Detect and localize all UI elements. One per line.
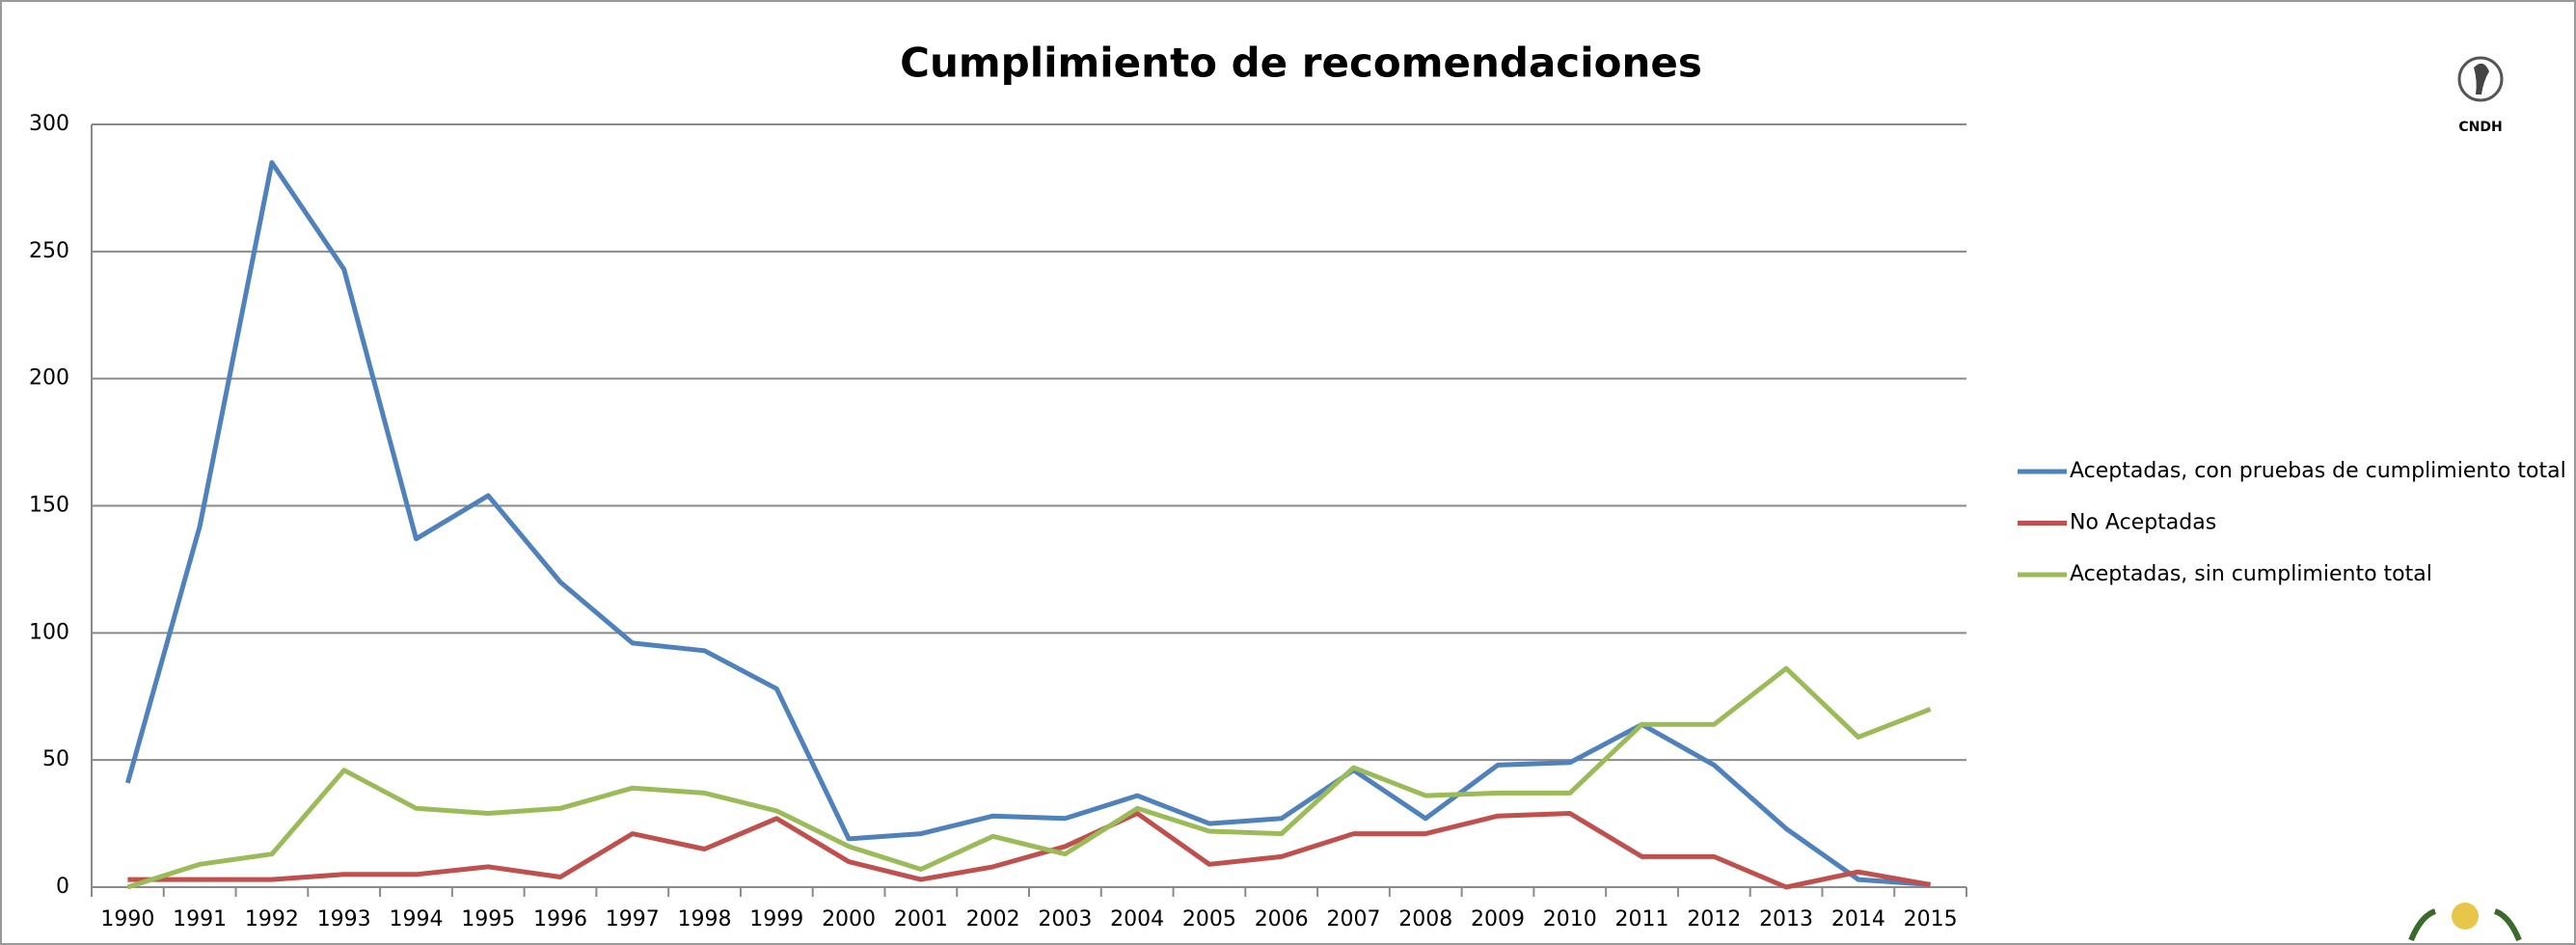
x-tick-label: 1992 bbox=[245, 907, 299, 932]
x-tick-label: 2012 bbox=[1687, 907, 1741, 932]
series-line bbox=[126, 665, 1932, 890]
logo-text: CNDH bbox=[2458, 120, 2502, 135]
x-tick-label: 2010 bbox=[1543, 907, 1597, 932]
x-tick-label: 2007 bbox=[1326, 907, 1380, 932]
y-tick-label: 50 bbox=[42, 747, 69, 771]
logo-figure bbox=[2474, 63, 2489, 94]
legend-label: No Aceptadas bbox=[2070, 511, 2216, 535]
x-tick-label: 2006 bbox=[1255, 907, 1309, 932]
emblem bbox=[2408, 903, 2522, 942]
y-tick-label: 300 bbox=[29, 112, 69, 136]
y-tick-label: 150 bbox=[29, 494, 69, 518]
series-line bbox=[127, 811, 1932, 890]
x-tick-label: 2013 bbox=[1759, 907, 1813, 932]
legend-label: Aceptadas, con pruebas de cumplimiento t… bbox=[2070, 459, 2566, 483]
emblem-sun bbox=[2452, 903, 2479, 930]
y-tick-label: 200 bbox=[29, 366, 69, 391]
y-tick-label: 250 bbox=[29, 239, 69, 263]
x-tick-label: 2009 bbox=[1471, 907, 1525, 932]
logo: CNDH bbox=[2457, 56, 2504, 135]
legend-label: Aceptadas, sin cumplimiento total bbox=[2070, 562, 2432, 586]
x-tick-label: 2004 bbox=[1110, 907, 1164, 932]
x-tick-label: 1995 bbox=[461, 907, 515, 932]
x-tick-label: 2014 bbox=[1831, 907, 1885, 932]
x-tick-label: 2008 bbox=[1398, 907, 1452, 932]
x-tick-label: 2002 bbox=[966, 907, 1020, 932]
x-tick-label: 2015 bbox=[1904, 907, 1958, 932]
x-tick-label: 1997 bbox=[606, 907, 660, 932]
x-tick-label: 2003 bbox=[1038, 907, 1092, 932]
x-tick-label: 2000 bbox=[822, 907, 876, 932]
x-tick-label: 1998 bbox=[678, 907, 732, 932]
x-tick-label: 1996 bbox=[533, 907, 587, 932]
x-tick-label: 2001 bbox=[894, 907, 948, 932]
emblem-laurel bbox=[2408, 908, 2522, 942]
x-tick-label: 2011 bbox=[1615, 907, 1669, 932]
x-tick-label: 1999 bbox=[749, 907, 803, 932]
series-line bbox=[124, 160, 1931, 887]
x-tick-label: 1990 bbox=[100, 907, 154, 932]
logo-ring bbox=[2457, 56, 2504, 102]
x-tick-label: 2005 bbox=[1182, 907, 1236, 932]
x-tick-label: 1991 bbox=[173, 907, 227, 932]
x-tick-label: 1993 bbox=[317, 907, 371, 932]
chart-title: Cumplimiento de recomendaciones bbox=[900, 40, 1702, 87]
x-tick-label: 1994 bbox=[389, 907, 443, 932]
y-tick-label: 0 bbox=[56, 875, 69, 899]
y-tick-label: 100 bbox=[29, 620, 69, 644]
